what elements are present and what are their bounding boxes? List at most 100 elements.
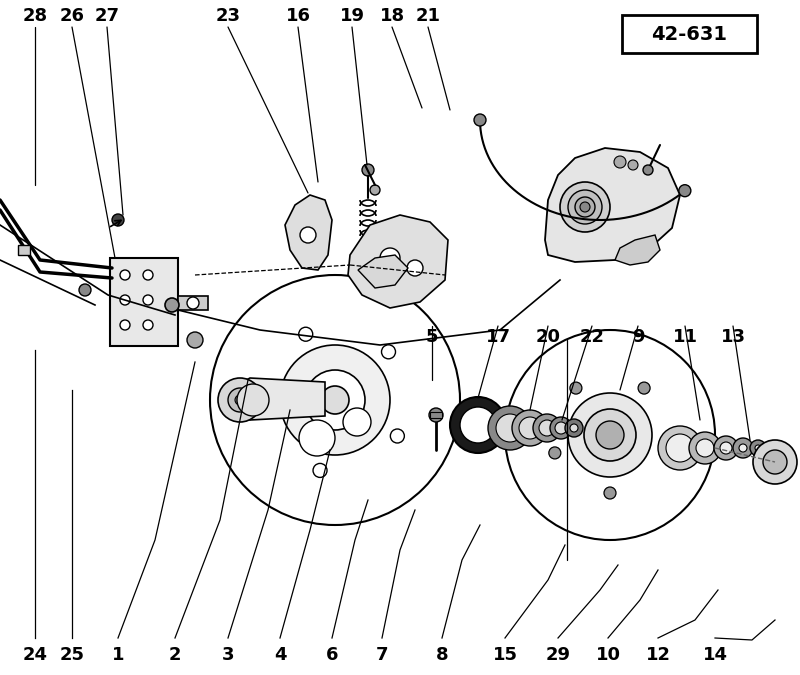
Circle shape <box>79 284 91 296</box>
Circle shape <box>313 464 327 477</box>
Text: 16: 16 <box>286 7 310 25</box>
Circle shape <box>539 420 555 436</box>
Circle shape <box>429 408 443 422</box>
Text: 3: 3 <box>222 646 234 664</box>
Circle shape <box>143 270 153 280</box>
Bar <box>18 245 30 255</box>
Circle shape <box>750 440 766 456</box>
Text: 26: 26 <box>59 7 85 25</box>
Text: 28: 28 <box>22 7 47 25</box>
Circle shape <box>550 417 572 439</box>
Text: 14: 14 <box>702 646 727 664</box>
Polygon shape <box>227 378 325 420</box>
Circle shape <box>638 382 650 394</box>
Circle shape <box>474 114 486 126</box>
Circle shape <box>755 445 761 451</box>
Circle shape <box>450 397 506 453</box>
Text: 22: 22 <box>579 328 605 346</box>
Circle shape <box>305 370 365 430</box>
Circle shape <box>519 417 541 439</box>
Circle shape <box>575 197 595 217</box>
Circle shape <box>488 406 532 450</box>
Circle shape <box>533 414 561 442</box>
Text: 15: 15 <box>493 646 518 664</box>
Polygon shape <box>545 148 680 262</box>
Circle shape <box>739 444 747 452</box>
Circle shape <box>643 165 653 175</box>
Circle shape <box>505 330 715 540</box>
Circle shape <box>370 185 380 195</box>
Circle shape <box>143 295 153 305</box>
Text: 2: 2 <box>169 646 182 664</box>
Bar <box>178 296 208 310</box>
Polygon shape <box>430 412 442 418</box>
Text: 4: 4 <box>274 646 286 664</box>
Circle shape <box>218 378 262 422</box>
Circle shape <box>120 295 130 305</box>
Text: 10: 10 <box>595 646 621 664</box>
Circle shape <box>321 386 349 414</box>
Circle shape <box>568 190 602 224</box>
Text: 6: 6 <box>326 646 338 664</box>
Circle shape <box>280 345 390 455</box>
Circle shape <box>596 421 624 449</box>
Circle shape <box>565 419 583 437</box>
Text: 7: 7 <box>376 646 388 664</box>
Circle shape <box>120 270 130 280</box>
Polygon shape <box>285 195 332 270</box>
Circle shape <box>390 429 404 443</box>
Circle shape <box>584 409 636 461</box>
Circle shape <box>763 450 787 474</box>
Circle shape <box>460 407 496 443</box>
Circle shape <box>112 214 124 226</box>
Circle shape <box>235 395 245 405</box>
Circle shape <box>343 408 371 436</box>
Polygon shape <box>348 215 448 308</box>
Circle shape <box>628 160 638 170</box>
Circle shape <box>753 440 797 484</box>
Text: 1: 1 <box>112 646 124 664</box>
Polygon shape <box>615 235 660 265</box>
Circle shape <box>299 420 335 456</box>
Text: 25: 25 <box>59 646 85 664</box>
Text: 20: 20 <box>535 328 561 346</box>
Text: 18: 18 <box>379 7 405 25</box>
Circle shape <box>714 436 738 460</box>
Circle shape <box>666 434 694 462</box>
Text: 29: 29 <box>546 646 570 664</box>
Text: 19: 19 <box>339 7 365 25</box>
Circle shape <box>298 327 313 342</box>
Text: 24: 24 <box>22 646 47 664</box>
Circle shape <box>407 260 423 276</box>
Circle shape <box>143 320 153 330</box>
Bar <box>622 15 757 53</box>
Text: 21: 21 <box>415 7 441 25</box>
Circle shape <box>496 414 524 442</box>
Text: 5: 5 <box>426 328 438 346</box>
Circle shape <box>733 438 753 458</box>
Circle shape <box>382 345 395 359</box>
Circle shape <box>300 227 316 243</box>
Circle shape <box>187 297 199 309</box>
Text: 11: 11 <box>673 328 698 346</box>
Text: 23: 23 <box>215 7 241 25</box>
Circle shape <box>228 388 252 412</box>
Circle shape <box>362 164 374 176</box>
Text: 17: 17 <box>486 328 510 346</box>
Circle shape <box>256 400 270 414</box>
Circle shape <box>237 384 269 416</box>
Polygon shape <box>358 255 408 288</box>
Circle shape <box>659 447 671 459</box>
Bar <box>110 258 178 346</box>
Text: 13: 13 <box>721 328 746 346</box>
Text: 9: 9 <box>632 328 644 346</box>
Circle shape <box>555 422 567 434</box>
Circle shape <box>580 202 590 212</box>
Circle shape <box>720 442 732 454</box>
Circle shape <box>614 156 626 168</box>
Circle shape <box>679 185 691 196</box>
Circle shape <box>689 432 721 464</box>
Circle shape <box>604 487 616 499</box>
Text: 12: 12 <box>646 646 670 664</box>
Circle shape <box>570 424 578 432</box>
